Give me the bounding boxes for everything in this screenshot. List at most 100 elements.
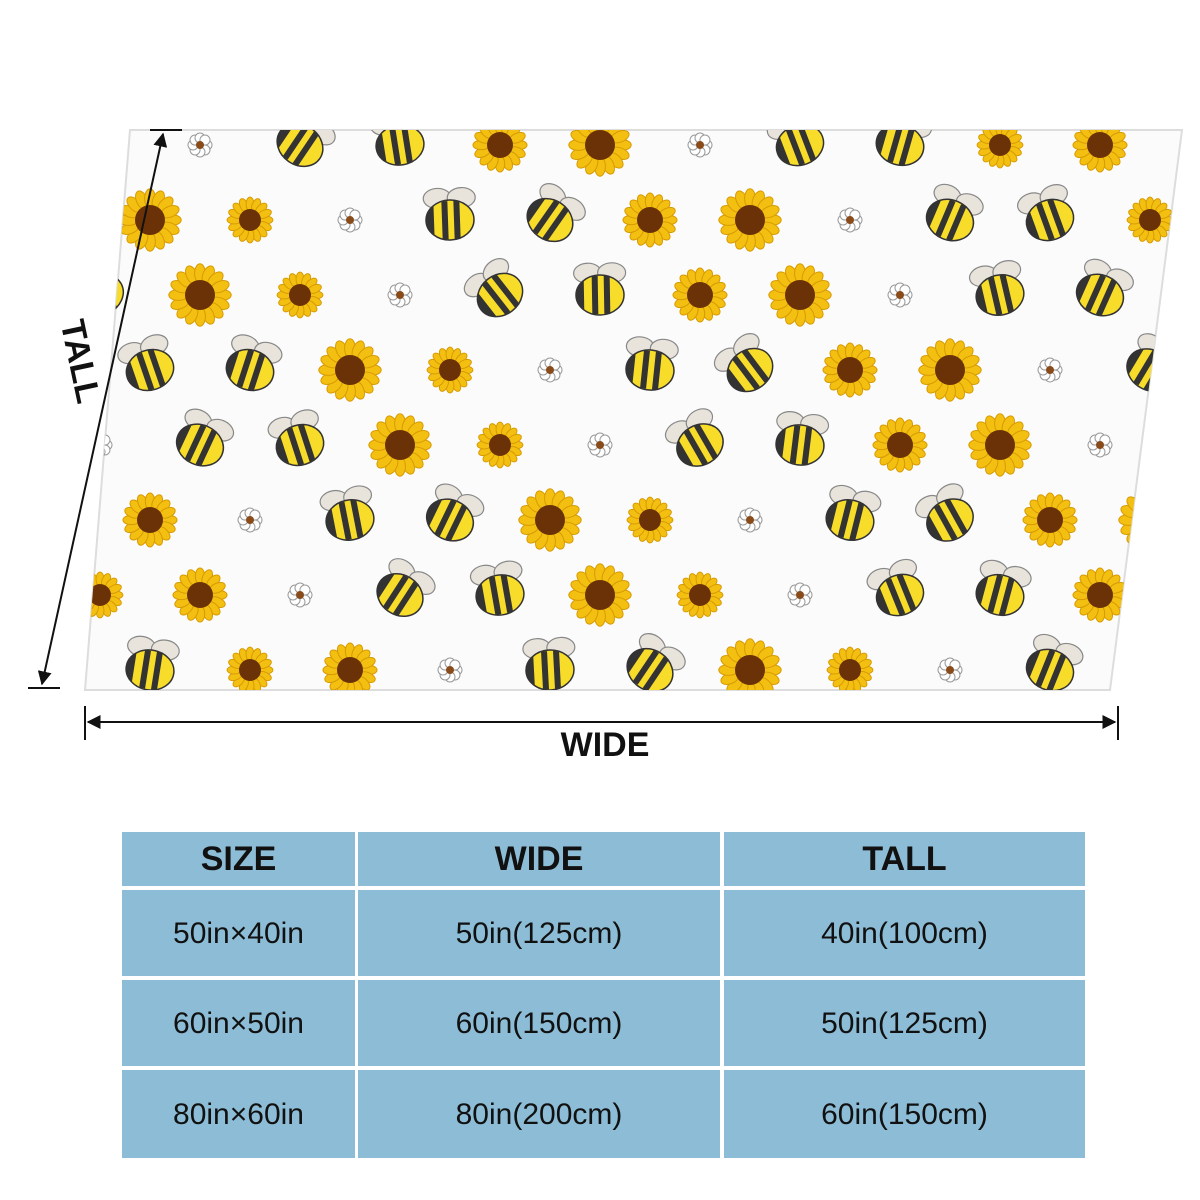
head <box>376 132 387 163</box>
stripe <box>801 426 813 466</box>
stripe <box>1035 649 1056 687</box>
head <box>826 501 839 531</box>
sunflower <box>1072 567 1128 623</box>
bee <box>915 483 974 542</box>
daisy <box>337 207 363 233</box>
head <box>576 280 585 311</box>
stripe <box>946 204 967 242</box>
wing <box>87 258 116 282</box>
center <box>439 359 461 381</box>
head <box>776 428 786 458</box>
bee <box>626 633 686 690</box>
center <box>735 655 765 685</box>
wide-label: WIDE <box>561 726 650 764</box>
head <box>527 198 546 224</box>
stripe <box>393 581 419 617</box>
sunflower <box>122 492 178 548</box>
bee <box>370 130 425 166</box>
daisy <box>737 507 763 533</box>
bee <box>664 408 724 467</box>
center <box>735 205 765 235</box>
stripe <box>532 199 560 235</box>
petal <box>95 130 105 137</box>
head <box>426 499 443 527</box>
sunflower <box>426 346 474 394</box>
center <box>796 591 804 599</box>
sunflower <box>622 192 678 248</box>
bee <box>276 130 336 168</box>
center <box>887 432 913 458</box>
head <box>377 573 395 599</box>
head <box>626 353 636 384</box>
sunflower <box>168 263 232 327</box>
petal <box>1156 526 1174 544</box>
stripe <box>553 650 561 689</box>
sunflower <box>472 130 528 173</box>
stripe <box>837 499 853 538</box>
sunflower <box>672 267 728 323</box>
center <box>946 666 954 674</box>
sunflower <box>476 421 524 469</box>
stripe <box>933 504 958 541</box>
stripe <box>640 350 650 389</box>
sunflower <box>968 413 1032 477</box>
center <box>137 507 163 533</box>
center <box>746 516 754 524</box>
bee <box>376 558 436 618</box>
daisy <box>87 432 113 458</box>
stripe <box>286 427 304 466</box>
bee <box>422 186 476 241</box>
stripe <box>887 130 904 163</box>
stripe <box>400 130 413 164</box>
stripe <box>297 423 316 462</box>
daisy <box>387 282 413 308</box>
bee <box>1017 184 1075 242</box>
stripe <box>935 199 956 237</box>
stripe <box>184 424 207 462</box>
center <box>296 591 304 599</box>
tall-arrow <box>37 132 168 686</box>
daisy <box>1037 357 1063 383</box>
stripe <box>382 574 409 610</box>
center <box>687 282 713 308</box>
head <box>976 283 988 314</box>
stripe <box>95 273 118 311</box>
daisy <box>937 657 963 683</box>
bee <box>713 332 774 393</box>
table-cell <box>358 832 720 886</box>
stripe <box>236 349 254 388</box>
stripe <box>85 278 107 316</box>
bee <box>522 636 576 690</box>
center <box>246 516 254 524</box>
petal <box>88 152 99 167</box>
table-cell <box>122 832 355 886</box>
petal <box>101 152 112 167</box>
sunflower <box>1126 196 1174 244</box>
wing <box>1157 345 1182 370</box>
stripe <box>987 276 1003 316</box>
center <box>989 134 1011 156</box>
stripe <box>542 206 570 242</box>
bee <box>1075 258 1134 317</box>
sunflower <box>568 563 632 627</box>
center <box>839 659 861 681</box>
petal <box>107 133 122 144</box>
daisy <box>187 132 213 158</box>
center <box>1096 441 1104 449</box>
stripe <box>732 356 760 390</box>
stripe <box>1035 202 1055 241</box>
stripe <box>603 275 611 314</box>
bee <box>526 183 586 243</box>
table-cell-text: 40in(100cm) <box>821 917 988 950</box>
bee <box>825 484 882 542</box>
center <box>596 441 604 449</box>
bee <box>175 408 235 467</box>
daisy <box>1087 432 1113 458</box>
head <box>477 293 497 317</box>
bee <box>1116 633 1175 690</box>
sunflower <box>918 338 982 402</box>
bee <box>267 409 325 467</box>
stripe <box>389 130 401 166</box>
